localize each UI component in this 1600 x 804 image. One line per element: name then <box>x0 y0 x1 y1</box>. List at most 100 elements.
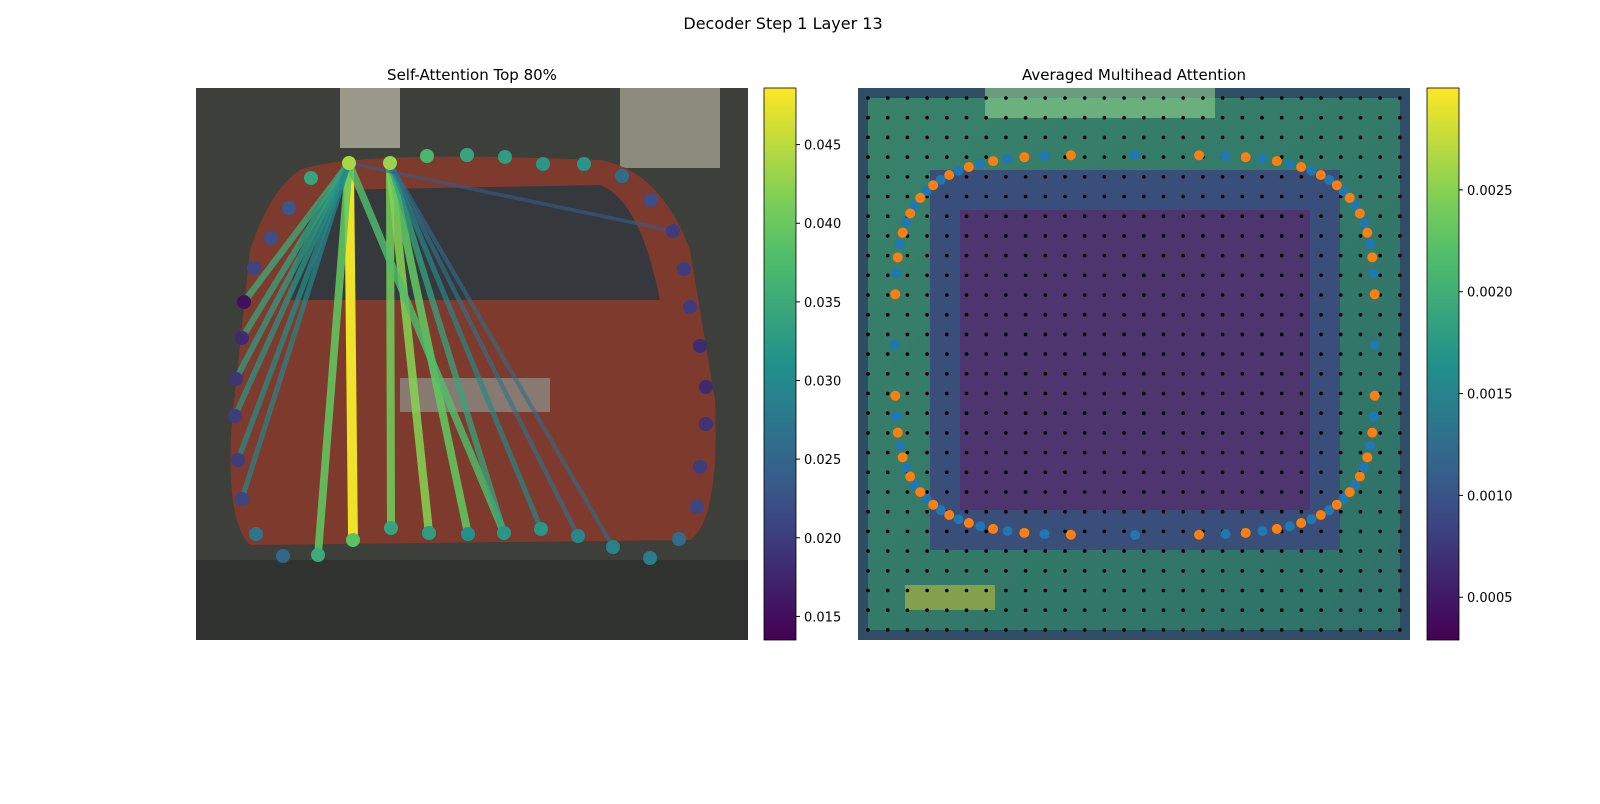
grid-dot <box>1339 588 1343 593</box>
point <box>229 372 243 386</box>
grid-dot <box>1339 115 1343 120</box>
grid-dot <box>925 293 929 297</box>
grid-dot <box>1260 312 1264 317</box>
grid-dot <box>1279 569 1284 573</box>
grid-dot <box>1063 431 1067 435</box>
grid-dot <box>1201 411 1205 416</box>
grid-dot <box>984 372 988 376</box>
grid-dot <box>1299 391 1304 396</box>
grid-dot <box>1398 293 1402 297</box>
grid-dot <box>866 509 870 514</box>
grid-dot <box>1142 352 1146 356</box>
grid-dot <box>964 115 969 120</box>
grid-dot <box>1220 293 1225 297</box>
grid-dot <box>1043 115 1048 120</box>
grid-dot <box>1063 352 1067 356</box>
grid-dot <box>1299 96 1304 100</box>
point <box>690 500 704 514</box>
grid-dot <box>1279 411 1284 416</box>
grid-dot <box>885 391 890 396</box>
grid-dot <box>1299 470 1304 475</box>
point <box>666 224 680 238</box>
grid-dot <box>1260 588 1264 593</box>
grid-dot <box>1279 234 1284 238</box>
grid-dot <box>1161 115 1166 120</box>
query-point <box>1354 471 1365 482</box>
grid-dot <box>1043 549 1048 553</box>
grid-dot <box>1279 194 1284 199</box>
grid-dot <box>905 135 910 140</box>
grid-dot <box>1201 470 1205 475</box>
point <box>571 529 585 543</box>
grid-dot <box>1063 549 1067 553</box>
grid-dot <box>1102 194 1107 199</box>
grid-dot <box>964 96 969 100</box>
grid-dot <box>1279 490 1284 494</box>
grid-dot <box>1339 332 1343 337</box>
grid-dot <box>1240 431 1245 435</box>
query-point <box>1306 514 1317 525</box>
grid-dot <box>1398 115 1402 120</box>
query-point <box>892 252 903 263</box>
figure-title: Decoder Step 1 Layer 13 <box>683 14 882 33</box>
grid-dot <box>1122 234 1126 238</box>
grid-dot <box>885 352 890 356</box>
grid-dot <box>1102 628 1107 632</box>
grid-dot <box>1240 194 1245 199</box>
grid-dot <box>1279 509 1284 514</box>
grid-dot <box>1378 234 1382 238</box>
grid-dot <box>984 135 988 140</box>
grid-dot <box>905 391 910 396</box>
grid-dot <box>984 391 988 396</box>
grid-dot <box>1378 115 1382 120</box>
grid-dot <box>1004 293 1008 297</box>
grid-dot <box>1122 529 1126 534</box>
grid-dot <box>925 273 929 278</box>
grid-dot <box>925 569 929 573</box>
grid-dot <box>1398 431 1402 435</box>
grid-dot <box>1004 234 1008 238</box>
grid-dot <box>1260 549 1264 553</box>
grid-dot <box>1358 509 1363 514</box>
grid-dot <box>1201 96 1205 100</box>
grid-dot <box>925 352 929 356</box>
grid-dot <box>1181 194 1185 199</box>
grid-dot <box>905 431 910 435</box>
grid-dot <box>1004 175 1008 179</box>
grid-dot <box>1102 391 1107 396</box>
query-point <box>1220 529 1231 540</box>
grid-dot <box>984 214 988 218</box>
grid-dot <box>1082 115 1087 120</box>
grid-dot <box>1004 411 1008 416</box>
grid-dot <box>1043 431 1048 435</box>
grid-dot <box>1082 490 1087 494</box>
grid-dot <box>1378 470 1382 475</box>
grid-dot <box>1398 608 1402 612</box>
grid-dot <box>905 332 910 337</box>
grid-dot <box>1260 253 1264 258</box>
grid-dot <box>1142 312 1146 317</box>
grid-dot <box>1358 273 1363 278</box>
grid-dot <box>1398 96 1402 100</box>
grid-dot <box>925 253 929 258</box>
grid-dot <box>1063 411 1067 416</box>
query-point <box>1019 527 1030 538</box>
grid-dot <box>1063 332 1067 337</box>
grid-dot <box>1260 628 1264 632</box>
grid-dot <box>866 273 870 278</box>
grid-dot <box>905 155 910 159</box>
grid-dot <box>905 372 910 376</box>
grid-dot <box>1102 312 1107 317</box>
grid-dot <box>1220 509 1225 514</box>
grid-dot <box>1319 332 1323 337</box>
grid-dot <box>1043 352 1048 356</box>
grid-dot <box>1063 470 1067 475</box>
point <box>683 300 697 314</box>
grid-dot <box>1181 312 1185 317</box>
grid-dot <box>1082 175 1087 179</box>
grid-dot <box>885 431 890 435</box>
grid-dot <box>1181 155 1185 159</box>
grid-dot <box>1004 135 1008 140</box>
grid-dot <box>1220 588 1225 593</box>
grid-dot <box>1142 253 1146 258</box>
